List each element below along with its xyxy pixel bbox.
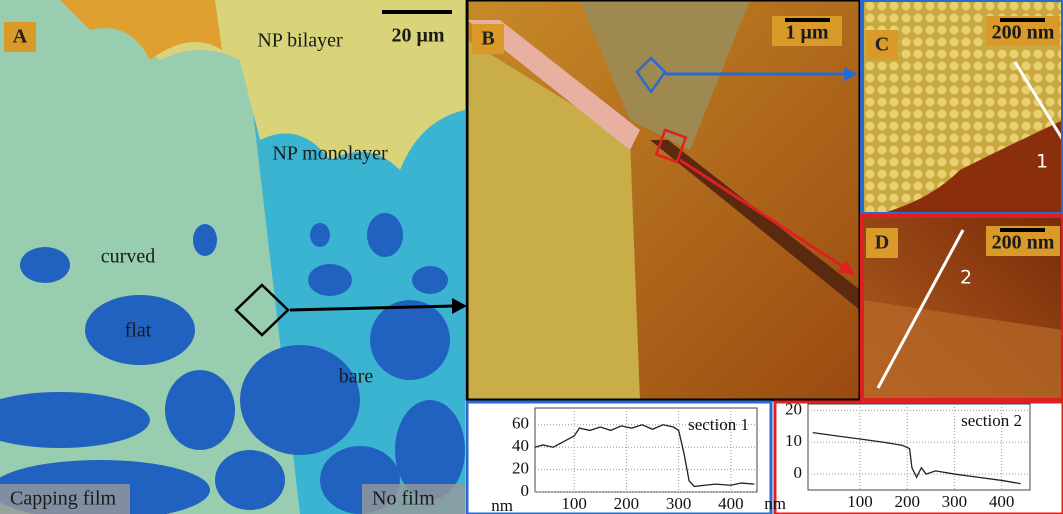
- scale-bar: 200 nm: [992, 22, 1055, 44]
- x-tick-label: 100: [847, 492, 873, 511]
- unit-label: nm: [764, 494, 786, 513]
- section-label: section 2: [961, 411, 1022, 430]
- panel-c: 1 C 200 nm: [862, 0, 1063, 214]
- panel-label: A: [13, 26, 28, 48]
- footer-label: No film: [372, 488, 435, 510]
- x-tick-label: 200: [894, 492, 920, 511]
- annotation: bare: [339, 366, 374, 388]
- y-tick-label: 0: [794, 463, 803, 482]
- y-tick-label: 20: [512, 459, 529, 478]
- footer-label: Capping film: [10, 488, 117, 510]
- panel-d: 2 D 200 nm: [862, 216, 1063, 400]
- annotation: NP bilayer: [257, 30, 343, 52]
- panel-label: C: [875, 34, 889, 56]
- x-tick-label: 100: [561, 494, 587, 513]
- figure: A 20 μm NP bilayer NP monolayer curved f…: [0, 0, 1063, 514]
- x-tick-label: 300: [666, 494, 692, 513]
- x-tick-label: 400: [718, 494, 744, 513]
- section-label: section 1: [688, 415, 749, 434]
- panel-label: B: [481, 28, 494, 50]
- x-tick-label: 200: [614, 494, 640, 513]
- panel-label: D: [875, 232, 889, 254]
- panel-a: A 20 μm NP bilayer NP monolayer curved f…: [0, 0, 465, 514]
- x-tick-label: 300: [942, 492, 968, 511]
- page: {"panels":{ "A":{"label":"A","scale_bar"…: [0, 0, 1063, 514]
- y-tick-label: 60: [512, 414, 529, 433]
- annotation: flat: [125, 320, 152, 342]
- x-tick-label: 400: [989, 492, 1015, 511]
- scale-bar: 1 μm: [786, 22, 829, 44]
- y-tick-label: 0: [521, 481, 530, 500]
- scale-bar: 200 nm: [992, 232, 1055, 254]
- annotation: curved: [101, 246, 155, 268]
- annotation: NP monolayer: [272, 143, 388, 165]
- y-tick-label: 20: [785, 399, 802, 418]
- unit-label: nm: [491, 496, 513, 514]
- line-label: 1: [1036, 151, 1048, 173]
- y-tick-label: 10: [785, 431, 802, 450]
- line-label: 2: [960, 267, 972, 289]
- panel-b: B 1 μm: [467, 0, 860, 400]
- scale-bar: 20 μm: [392, 25, 445, 47]
- y-tick-label: 40: [512, 436, 529, 455]
